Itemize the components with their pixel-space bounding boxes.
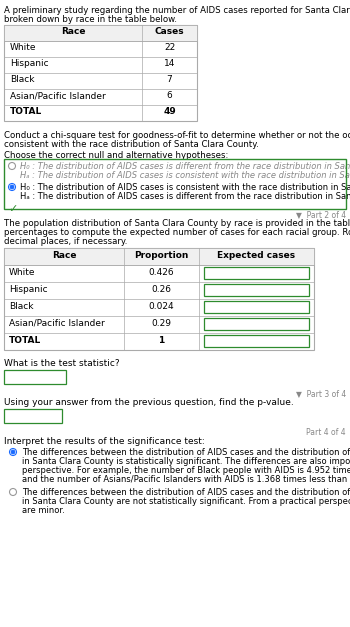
Text: Conduct a chi-square test for goodness-of-fit to determine whether or not the oc: Conduct a chi-square test for goodness-o… [4, 131, 350, 140]
Text: The population distribution of Santa Clara County by race is provided in the tab: The population distribution of Santa Cla… [4, 219, 350, 228]
Text: ✓: ✓ [8, 204, 18, 214]
Text: Race: Race [61, 28, 85, 36]
Bar [4, 370, 66, 384]
Text: Cases: Cases [155, 28, 184, 36]
Text: ▼  Part 3 of 4: ▼ Part 3 of 4 [296, 389, 346, 398]
Text: Asian/Pacific Islander: Asian/Pacific Islander [9, 319, 105, 328]
Text: 14.210: 14.210 [209, 319, 240, 328]
Bar [204, 335, 309, 347]
Text: A preliminary study regarding the number of AIDS cases reported for Santa Clara : A preliminary study regarding the number… [4, 6, 350, 15]
Text: Black: Black [9, 302, 34, 311]
Text: Expected cases: Expected cases [217, 251, 295, 260]
Text: decimal places, if necessary.: decimal places, if necessary. [4, 237, 127, 246]
Bar [204, 318, 309, 330]
Text: Black: Black [10, 75, 35, 85]
Text: 0.024: 0.024 [149, 302, 174, 311]
Text: 49: 49 [163, 107, 176, 117]
Text: Race: Race [52, 251, 76, 260]
Text: Asian/Pacific Islander: Asian/Pacific Islander [10, 92, 106, 100]
Text: Hispanic: Hispanic [10, 60, 49, 68]
Text: H₀ : The distribution of AIDS cases is different from the race distribution in S: H₀ : The distribution of AIDS cases is d… [20, 162, 350, 171]
Text: 14: 14 [164, 60, 175, 68]
Text: 49: 49 [209, 336, 222, 345]
Text: 7: 7 [167, 75, 172, 85]
Circle shape [10, 185, 14, 189]
Text: 6: 6 [167, 92, 172, 100]
Text: 33.771: 33.771 [8, 372, 40, 381]
Text: TOTAL: TOTAL [10, 107, 42, 117]
Text: ✓: ✓ [298, 285, 305, 294]
Text: 1.176: 1.176 [209, 302, 235, 311]
Text: consistent with the race distribution of Santa Clara County.: consistent with the race distribution of… [4, 140, 259, 149]
Text: ✓: ✓ [298, 336, 305, 345]
Text: 12.740: 12.740 [209, 285, 240, 294]
Text: in Santa Clara County is statistically significant. The differences are also imp: in Santa Clara County is statistically s… [22, 457, 350, 466]
Text: The differences between the distribution of AIDS cases and the distribution of t: The differences between the distribution… [22, 488, 350, 497]
Bar [4, 409, 62, 423]
Circle shape [11, 450, 15, 454]
Text: 20.874: 20.874 [209, 268, 240, 277]
Bar [204, 301, 309, 313]
Text: White: White [9, 268, 35, 277]
Text: Part 4 of 4: Part 4 of 4 [306, 428, 346, 437]
Text: 0.426: 0.426 [149, 268, 174, 277]
Text: ✓: ✓ [298, 302, 305, 311]
Text: Interpret the results of the significance test:: Interpret the results of the significanc… [4, 437, 205, 446]
Text: ▼  Part 2 of 4: ▼ Part 2 of 4 [296, 210, 346, 219]
Text: 0.29: 0.29 [152, 319, 172, 328]
Bar [204, 284, 309, 296]
Text: 22: 22 [164, 43, 175, 53]
Text: percentages to compute the expected number of cases for each racial group. Round: percentages to compute the expected numb… [4, 228, 350, 237]
Text: ✓: ✓ [55, 372, 62, 381]
Text: Hₐ : The distribution of AIDS cases is consistent with the race distribution in : Hₐ : The distribution of AIDS cases is c… [20, 171, 350, 180]
Bar [4, 25, 197, 121]
Text: Choose the correct null and alternative hypotheses:: Choose the correct null and alternative … [4, 151, 228, 160]
Text: White: White [10, 43, 36, 53]
Text: in Santa Clara County are not statistically significant. From a practical perspe: in Santa Clara County are not statistica… [22, 497, 350, 506]
Bar [4, 159, 346, 209]
Text: ✓: ✓ [298, 268, 305, 277]
Text: Hₐ : The distribution of AIDS cases is different from the race distribution in S: Hₐ : The distribution of AIDS cases is d… [20, 192, 350, 201]
Text: 0.000: 0.000 [8, 411, 34, 420]
Text: TOTAL: TOTAL [9, 336, 41, 345]
Bar [4, 248, 314, 350]
Text: 0.26: 0.26 [152, 285, 172, 294]
Text: H₀ : The distribution of AIDS cases is consistent with the race distribution in : H₀ : The distribution of AIDS cases is c… [20, 183, 350, 192]
Text: 1: 1 [158, 336, 164, 345]
Bar [204, 267, 309, 279]
Text: ✓: ✓ [51, 411, 58, 419]
Bar [4, 248, 314, 265]
Text: Hispanic: Hispanic [9, 285, 48, 294]
Text: perspective. For example, the number of Black people with AIDS is 4.952 times mo: perspective. For example, the number of … [22, 466, 350, 475]
Text: broken down by race in the table below.: broken down by race in the table below. [4, 15, 177, 24]
Bar [4, 25, 197, 41]
Text: The differences between the distribution of AIDS cases and the distribution of t: The differences between the distribution… [22, 448, 350, 457]
Text: Using your answer from the previous question, find the p-value.: Using your answer from the previous ques… [4, 398, 294, 407]
Text: Proportion: Proportion [134, 251, 189, 260]
Text: What is the test statistic?: What is the test statistic? [4, 359, 120, 368]
Text: ✓: ✓ [298, 319, 305, 328]
Text: are minor.: are minor. [22, 506, 65, 515]
Text: and the number of Asians/Pacific Islanders with AIDS is 1.368 times less than ex: and the number of Asians/Pacific Islande… [22, 475, 350, 484]
